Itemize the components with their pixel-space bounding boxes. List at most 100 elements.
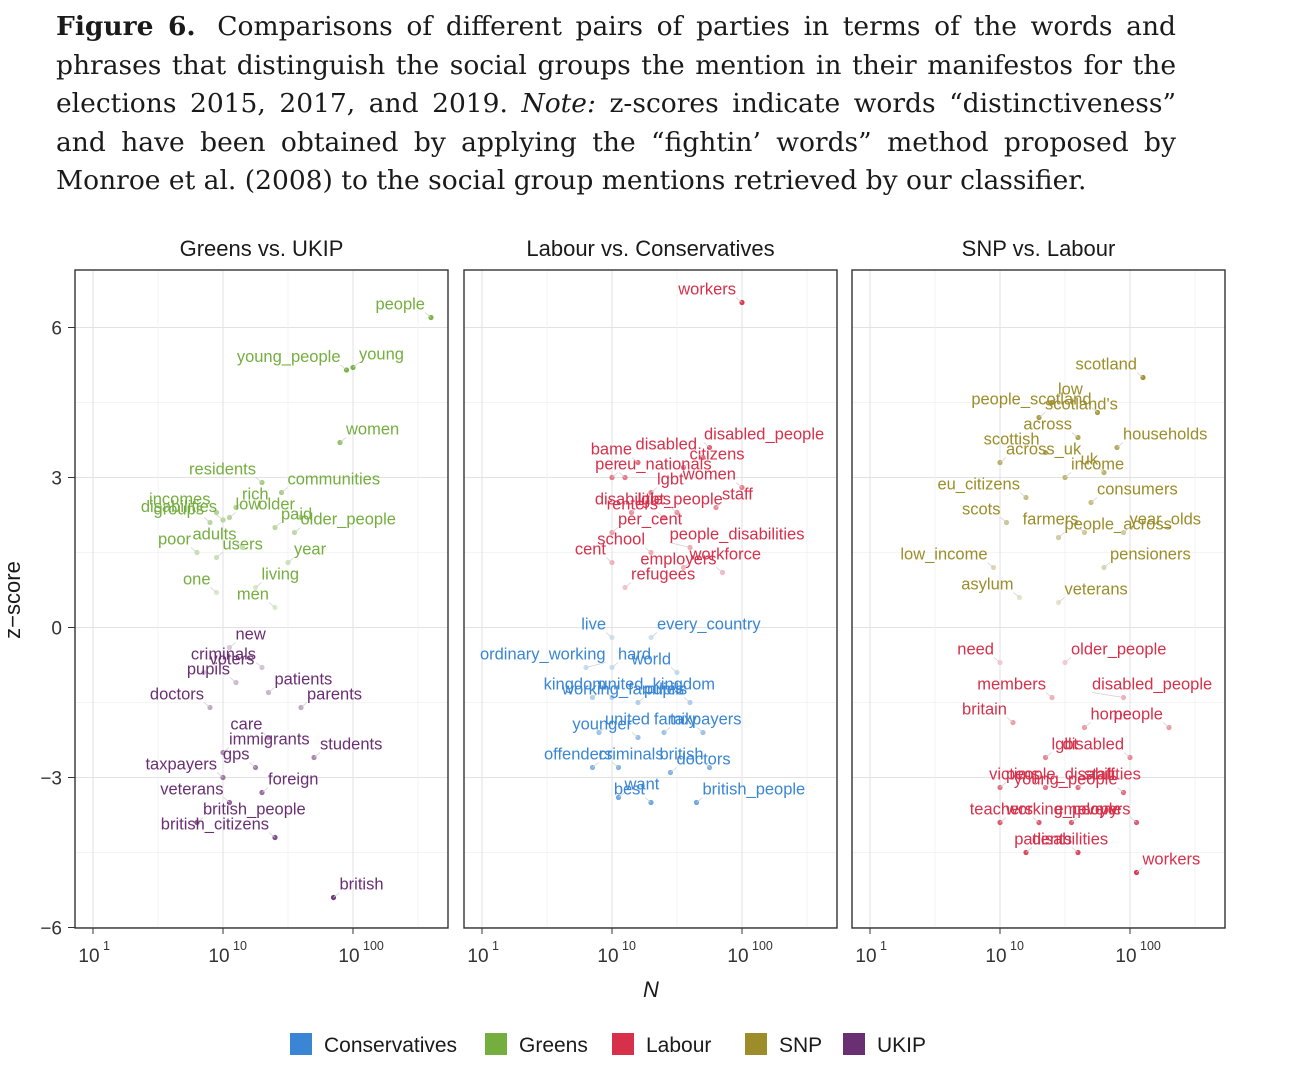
x-tick-exponent: 100	[1140, 939, 1161, 953]
point-label: british	[340, 876, 384, 894]
point-label: live	[581, 616, 606, 634]
label-leader-line	[281, 487, 288, 493]
label-leader-line	[203, 517, 211, 523]
point-label: patients	[275, 671, 333, 689]
point-label: kingdom	[544, 676, 606, 694]
point-label: income	[1071, 456, 1124, 474]
point-label: scotland's	[1045, 396, 1118, 414]
point-label: united_kingdom	[599, 676, 716, 694]
point-label: paid	[281, 506, 312, 524]
point-label: gps	[223, 746, 250, 764]
label-leader-line	[611, 662, 619, 668]
point-label: taxpayers	[145, 756, 217, 774]
y-axis-title: z−score	[0, 561, 25, 639]
label-leader-line	[715, 502, 723, 508]
label-leader-line	[1091, 407, 1098, 413]
point-label: disabilities	[1032, 831, 1108, 849]
panel-background	[464, 270, 837, 928]
label-leader-line	[716, 567, 723, 573]
point-label: scottish	[984, 431, 1040, 449]
point-label: workers	[1142, 851, 1201, 869]
label-leader-line	[1130, 817, 1137, 823]
point-label: scotland	[1076, 356, 1137, 374]
figure-caption: Figure 6. Comparisons of different pairs…	[56, 8, 1176, 201]
x-tick-label: 10	[1115, 946, 1136, 967]
label-leader-line	[631, 507, 638, 513]
label-leader-line	[262, 732, 269, 738]
point-label: british_citizens	[161, 816, 269, 834]
label-leader-line	[1019, 492, 1027, 498]
label-leader-line	[618, 792, 625, 798]
legend-label: Conservatives	[324, 1034, 457, 1057]
label-leader-line	[274, 522, 282, 528]
label-leader-line	[1032, 817, 1040, 823]
point-label: staff	[722, 486, 753, 504]
figure-label: Figure 6.	[56, 11, 196, 42]
legend-label: Labour	[646, 1034, 711, 1057]
point-label: want	[624, 776, 660, 794]
point-label: residents	[189, 461, 256, 479]
label-leader-line	[592, 692, 599, 698]
legend-label: SNP	[779, 1034, 822, 1057]
label-leader-line	[650, 632, 658, 638]
label-leader-line	[294, 527, 301, 533]
label-leader-line	[585, 662, 606, 668]
label-leader-line	[216, 772, 224, 778]
label-leader-line	[340, 364, 347, 371]
label-leader-line	[300, 702, 308, 708]
point-label: low_income	[900, 546, 987, 564]
label-leader-line	[1071, 817, 1078, 823]
panel-frame	[851, 269, 1226, 929]
point-label: veterans	[1065, 581, 1128, 599]
point-label: one	[183, 571, 211, 589]
label-leader-line	[339, 437, 347, 443]
point-label: across	[1023, 416, 1072, 434]
label-leader-line	[650, 487, 658, 493]
label-leader-line	[1013, 592, 1020, 598]
label-leader-line	[1064, 472, 1072, 478]
label-leader-line	[1058, 532, 1065, 538]
label-leader-line	[670, 507, 678, 513]
legend-swatch	[485, 1033, 507, 1055]
point-label: scots	[962, 501, 1001, 519]
label-leader-line	[598, 727, 606, 733]
panel-title: Greens vs. UKIP	[180, 236, 344, 261]
point-label: disabled	[636, 436, 697, 454]
label-leader-line	[255, 477, 263, 483]
x-tick-label: 10	[78, 946, 99, 967]
label-leader-line	[236, 542, 243, 548]
label-leader-line	[644, 547, 652, 553]
label-leader-line	[229, 677, 237, 683]
label-leader-line	[1162, 722, 1170, 728]
point-label: foreign	[268, 771, 318, 789]
point-label: households	[1123, 426, 1207, 444]
label-leader-line	[618, 472, 626, 478]
label-leader-line	[1117, 787, 1124, 793]
point-label: young_people	[1014, 771, 1118, 789]
x-tick-exponent: 100	[363, 939, 384, 953]
label-leader-line	[735, 482, 743, 488]
label-leader-line	[424, 312, 432, 318]
point-label: family	[654, 711, 698, 729]
x-axis-title: N	[643, 977, 659, 1002]
point-label: doctors	[677, 751, 731, 769]
point-label: people_disabilities	[670, 526, 805, 544]
label-leader-line	[605, 632, 613, 638]
label-leader-line	[229, 512, 236, 518]
label-leader-line	[1039, 447, 1046, 453]
label-leader-line	[1123, 752, 1131, 758]
label-leader-line	[657, 512, 665, 518]
label-leader-line	[294, 512, 302, 518]
x-tick-label: 10	[338, 946, 359, 967]
label-leader-line	[1084, 722, 1091, 728]
point-label: consumers	[1097, 481, 1178, 499]
x-tick-exponent: 10	[622, 939, 636, 953]
legend-label: Greens	[519, 1034, 588, 1057]
point-label: staff	[1084, 766, 1115, 784]
label-leader-line	[611, 527, 619, 533]
panel-frame	[463, 269, 838, 929]
label-leader-line	[1097, 467, 1105, 473]
panel-title: Labour vs. Conservatives	[526, 236, 774, 261]
point-label: refugees	[631, 566, 695, 584]
